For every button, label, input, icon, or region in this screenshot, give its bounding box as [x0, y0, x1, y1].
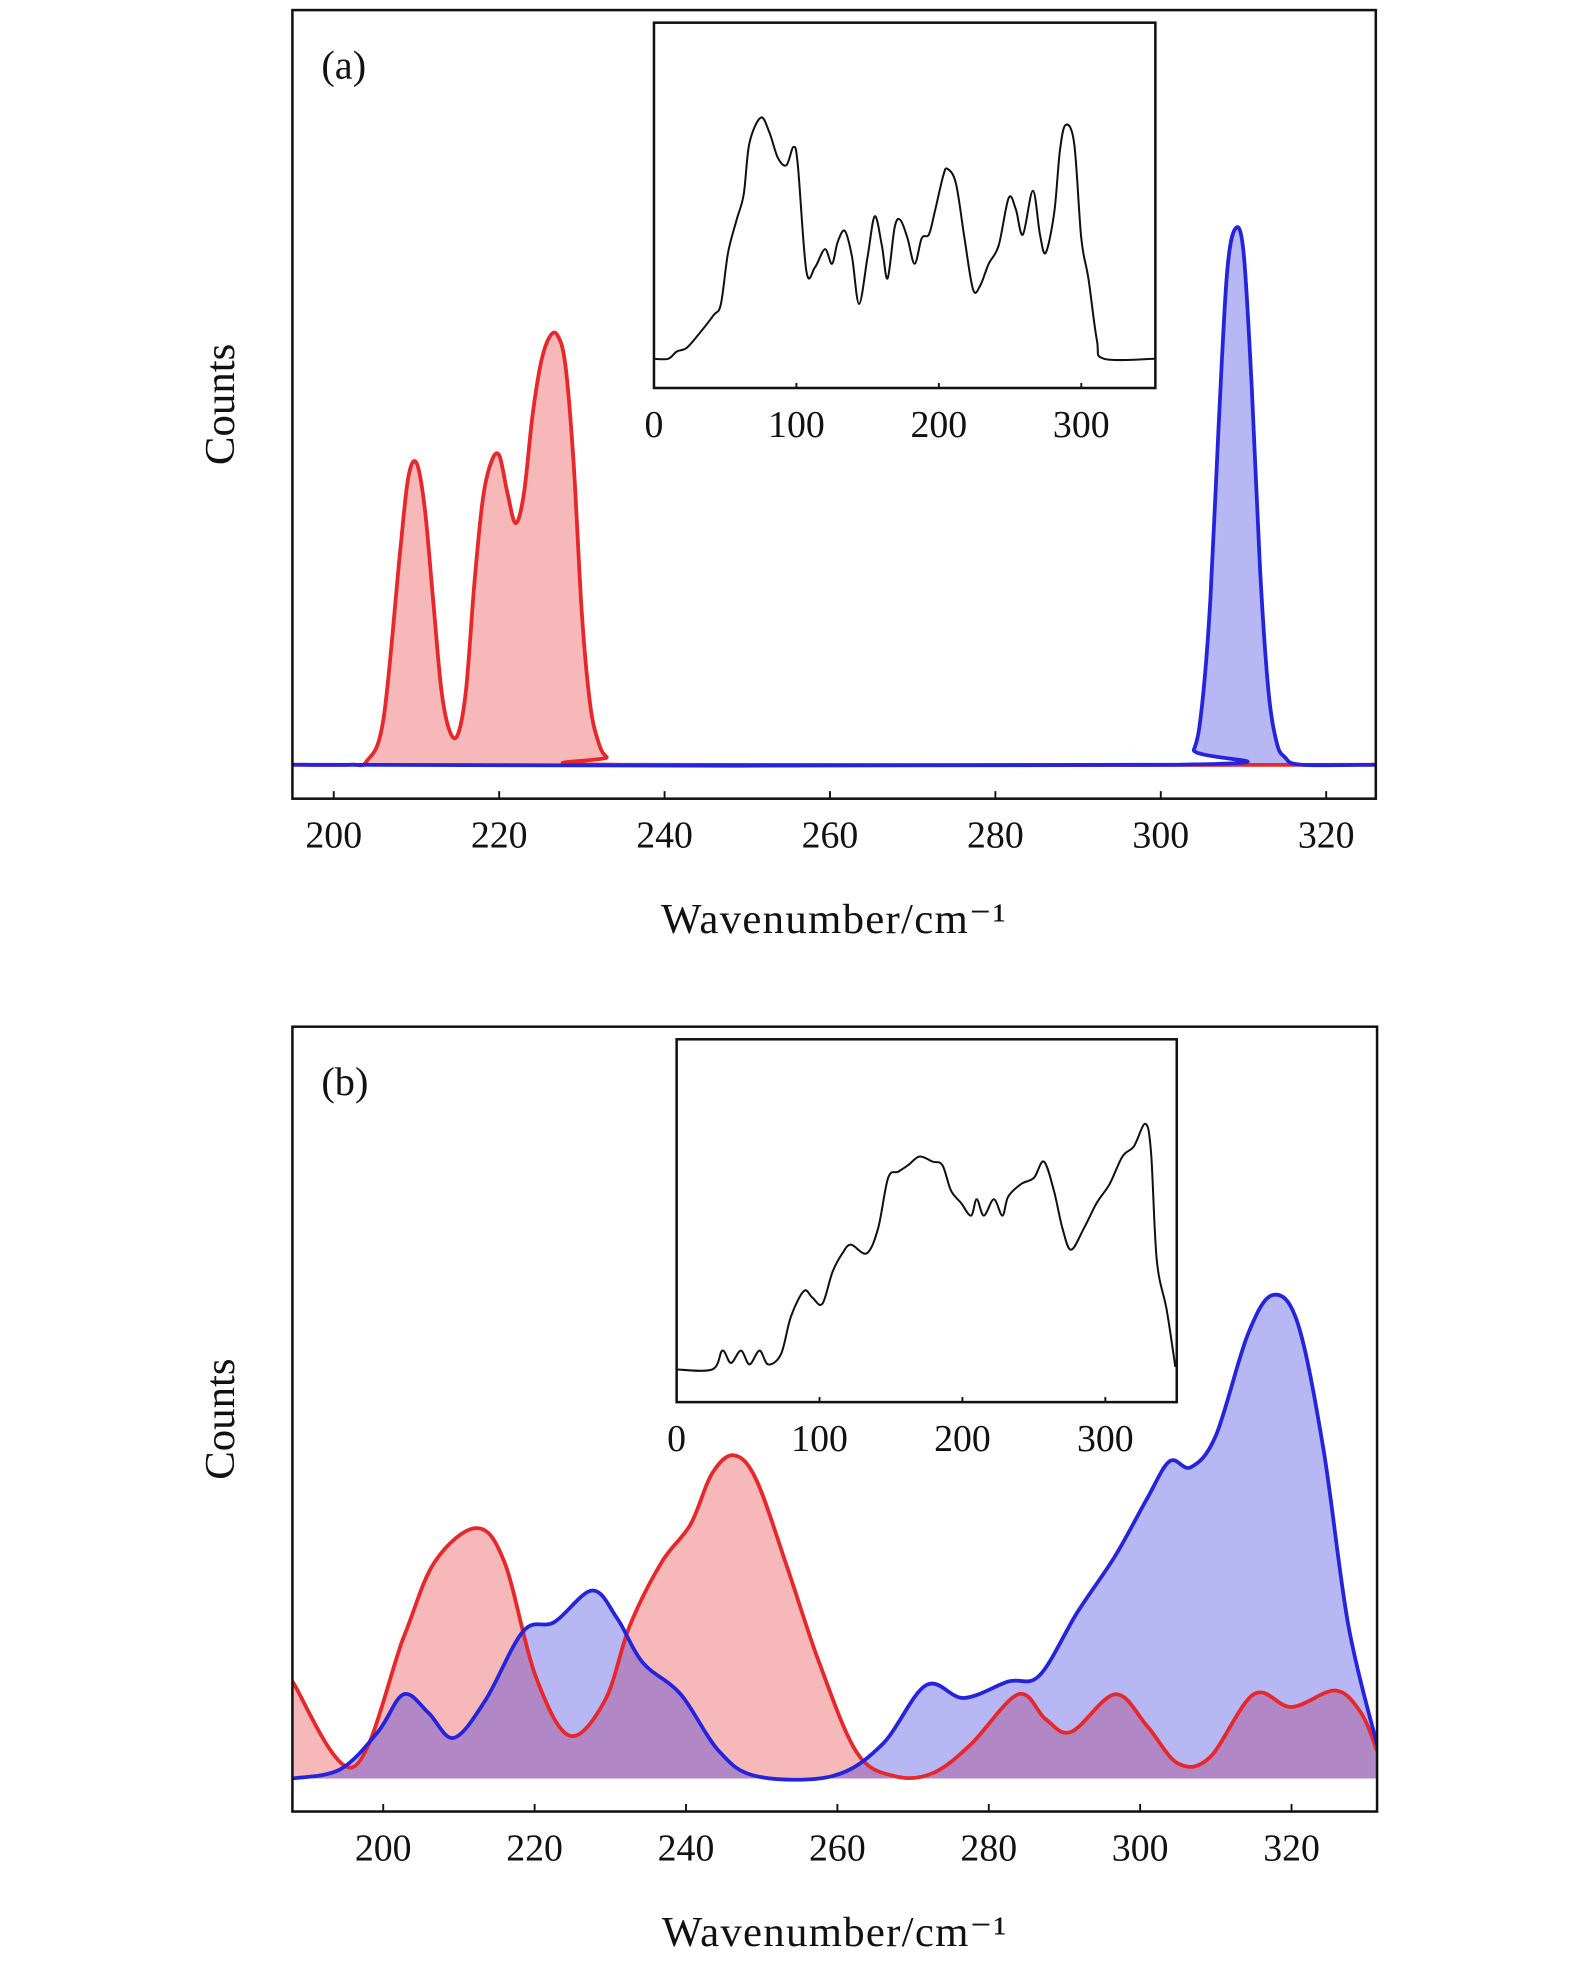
line [676, 1122, 1177, 1372]
x-tick-label: 280 [960, 1828, 1017, 1870]
inset-panel: 0 100 200 300 [645, 21, 1157, 446]
x-axis-label: Wavenumber/cm⁻¹ [662, 1909, 1008, 1956]
x-tick-label: 260 [809, 1828, 866, 1870]
plot-frame [291, 8, 1378, 800]
area-fill [292, 332, 1376, 766]
x-tick-label: 320 [1263, 1828, 1320, 1870]
x-tick-label: 200 [934, 1418, 991, 1460]
y-axis-label: Counts [197, 344, 244, 465]
plot-frame-bg [676, 1039, 1177, 1403]
plot-frame [652, 21, 1157, 390]
x-tick-label: 0 [645, 404, 664, 446]
x-tick-label: 200 [355, 1828, 412, 1870]
x-tick-label: 300 [1112, 1828, 1169, 1870]
line [292, 225, 1376, 768]
line [292, 1453, 1378, 1781]
line [653, 116, 1156, 362]
plot-area [292, 1292, 1378, 1782]
plot-frame-bg [653, 22, 1156, 389]
plot-area [292, 225, 1376, 768]
y-axis-label: Counts [197, 1358, 244, 1479]
x-tick-label: 220 [506, 1828, 563, 1870]
plot-area [653, 116, 1156, 362]
x-tick-label: 240 [636, 815, 693, 857]
x-tick-label: 200 [911, 404, 968, 446]
x-tick-label: 0 [667, 1418, 686, 1460]
area-fill [292, 227, 1376, 766]
x-tick-label: 280 [967, 815, 1024, 857]
x-tick-label: 260 [802, 815, 859, 857]
panel-label: (a) [321, 43, 366, 88]
panel-label: (b) [321, 1059, 368, 1104]
line [292, 330, 1376, 768]
plot-area [676, 1122, 1177, 1372]
plot-frame [675, 1038, 1179, 1404]
x-tick-label: 300 [1132, 815, 1189, 857]
x-tick-label: 100 [768, 404, 825, 446]
x-tick-label: 200 [305, 815, 362, 857]
x-tick-label: 320 [1298, 815, 1355, 857]
x-tick-label: 100 [791, 1418, 848, 1460]
x-tick-label: 300 [1077, 1418, 1134, 1460]
x-axis-label: Wavenumber/cm⁻¹ [661, 896, 1007, 943]
plot-frame [291, 1025, 1379, 1813]
inset-panel: 0 100 200 300 [667, 1038, 1179, 1460]
x-tick-label: 240 [658, 1828, 715, 1870]
line [292, 1292, 1378, 1782]
x-tick-label: 220 [471, 815, 528, 857]
x-tick-label: 300 [1053, 404, 1110, 446]
area-fill [292, 1455, 1378, 1779]
area-fill [292, 1294, 1378, 1780]
